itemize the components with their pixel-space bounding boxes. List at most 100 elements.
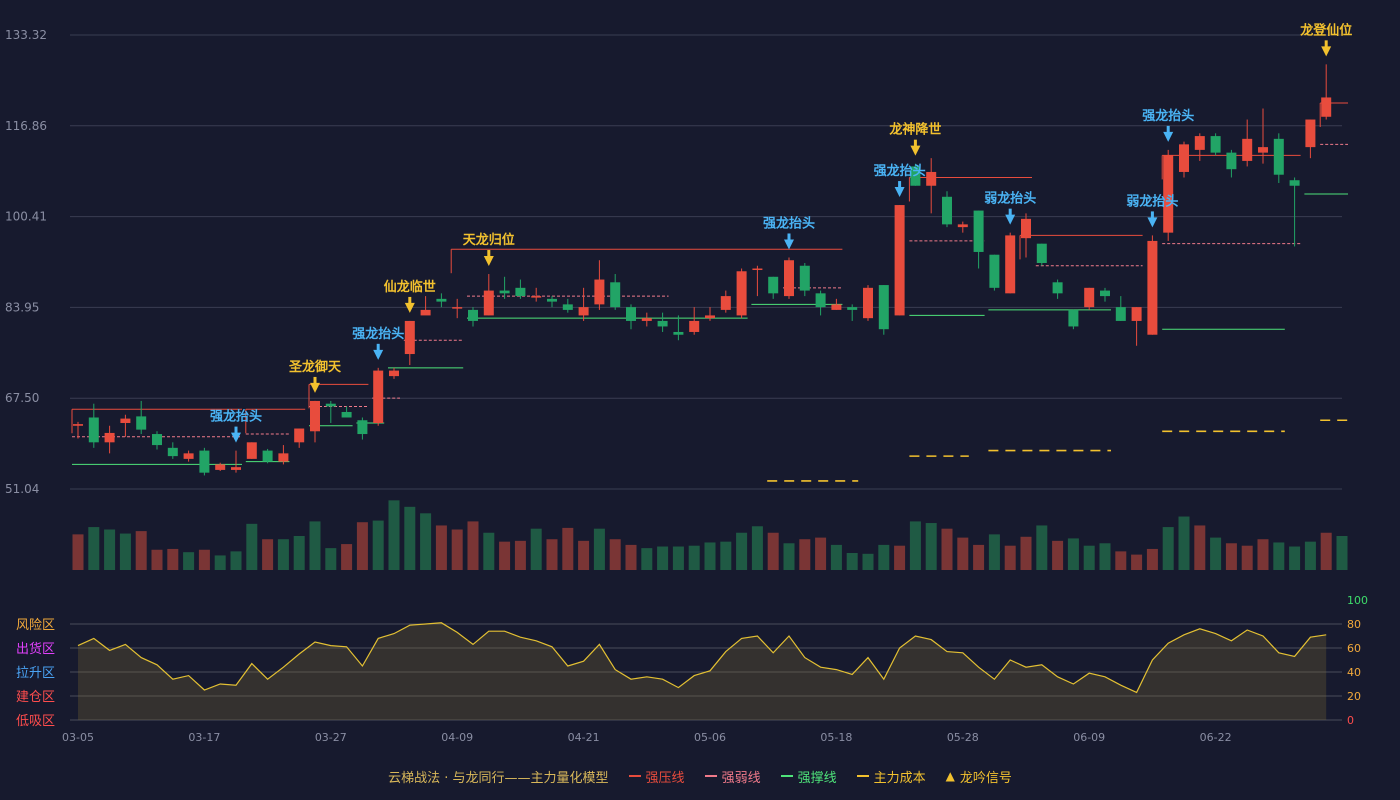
- volume-bar: [1067, 538, 1079, 570]
- volume-bar: [1210, 537, 1222, 570]
- legend-swatch-weak-pressure: [704, 775, 717, 777]
- signal-label: 弱龙抬头: [984, 191, 1036, 207]
- volume-bar: [88, 527, 100, 570]
- candle-body: [1068, 309, 1079, 327]
- volume-bar: [830, 544, 842, 570]
- price-tick-label: 51.04: [5, 482, 39, 496]
- volume-bar: [641, 548, 653, 570]
- signal-arrow-stem: [408, 296, 412, 304]
- volume-bar: [104, 529, 116, 570]
- candle-body: [1100, 290, 1110, 297]
- signal-arrow-stem: [913, 139, 917, 147]
- signal-arrow-icon: [894, 187, 905, 198]
- volume-bar: [1320, 532, 1332, 570]
- volume-bar: [1241, 545, 1253, 570]
- candle-body: [657, 320, 668, 327]
- signal-arrow-stem: [1166, 125, 1170, 133]
- indicator-zone-label: 出货区: [16, 641, 55, 657]
- volume-bar: [514, 540, 526, 570]
- volume-bar: [783, 543, 795, 570]
- signal-arrow-icon: [1321, 46, 1332, 57]
- signal-arrow-icon: [404, 302, 415, 313]
- signal-label: 强龙抬头: [352, 326, 404, 342]
- price-tick-label: 100.41: [5, 210, 47, 224]
- volume-bar: [483, 532, 495, 570]
- volume-bar: [262, 539, 274, 570]
- candle-body: [847, 307, 858, 310]
- volume-bar: [167, 548, 179, 570]
- signal-arrow-stem: [1150, 211, 1154, 219]
- candle-body: [878, 285, 889, 330]
- candle-body: [815, 293, 826, 308]
- signal-label: 龙神降世: [889, 122, 941, 138]
- price-tick-label: 116.86: [5, 119, 47, 133]
- signal-arrow-stem: [787, 233, 791, 241]
- volume-bar: [198, 549, 210, 570]
- candle-body: [926, 171, 937, 186]
- legend-item-weak-pressure[interactable]: 强弱线: [704, 767, 761, 786]
- candle-body: [1115, 307, 1126, 321]
- legend-label-strong-pressure: 强压线: [645, 770, 685, 786]
- indicator-line: [77, 622, 1327, 694]
- indicator-panel: [77, 622, 1327, 720]
- volume-bar: [720, 541, 732, 570]
- volume-bar: [609, 539, 621, 570]
- volume-bar: [1131, 554, 1143, 570]
- signal-arrow-icon: [310, 382, 320, 393]
- candle-body: [357, 420, 368, 435]
- volume-bar: [894, 545, 906, 570]
- indicator-tick-label: 100: [1347, 594, 1368, 607]
- candle-body: [1321, 97, 1332, 117]
- volume-bar: [499, 541, 511, 570]
- signal-label: 圣龙御天: [289, 359, 342, 375]
- signal-arrow-icon: [1147, 217, 1158, 228]
- signal-arrow-icon: [910, 145, 921, 156]
- candle-body: [641, 318, 652, 321]
- candle-body: [689, 320, 700, 332]
- volume-bar: [435, 525, 447, 570]
- volume-bar: [736, 532, 748, 570]
- signal-arrow-icon: [373, 349, 384, 360]
- signal-label: 强龙抬头: [1142, 108, 1194, 124]
- legend-item-strong-pressure[interactable]: 强压线: [628, 767, 685, 786]
- legend-swatch-strong-pressure: [628, 775, 641, 777]
- volume-bar: [1099, 543, 1111, 570]
- candles: [73, 64, 1332, 476]
- legend-label-strong-support: 强撑线: [797, 770, 837, 786]
- date-tick-label: 05-06: [694, 731, 726, 744]
- volume-bar: [467, 521, 479, 570]
- price-tick-label: 133.32: [5, 28, 47, 42]
- legend-item-main-cost[interactable]: 主力成本: [856, 767, 926, 786]
- candle-body: [341, 411, 352, 418]
- legend-item-strong-support[interactable]: 强撑线: [780, 767, 837, 786]
- candle-body: [531, 296, 542, 298]
- volume-bar: [246, 523, 258, 570]
- candle-body: [1305, 119, 1316, 148]
- legend-item-dragon-signal[interactable]: ▲ 龙吟信号: [946, 767, 1012, 786]
- volume-bar: [230, 551, 242, 570]
- candle-body: [310, 400, 320, 432]
- candle-body: [547, 298, 557, 302]
- candle-body: [1179, 144, 1189, 172]
- candle-body: [1289, 180, 1300, 186]
- candle-body: [215, 464, 226, 470]
- candle-body: [1036, 243, 1047, 263]
- volume-bar: [325, 548, 337, 570]
- candle-body: [183, 453, 194, 459]
- candle-body: [1210, 136, 1221, 153]
- volume-bar: [451, 529, 463, 570]
- indicator-tick-label: 20: [1347, 690, 1361, 703]
- volume-bar: [72, 534, 84, 570]
- volume-bar: [1162, 527, 1174, 570]
- indicator-area: [78, 622, 1327, 720]
- volume-bars: [72, 500, 1348, 570]
- signal-arrow-stem: [898, 181, 902, 189]
- candle-body: [152, 434, 162, 446]
- indicator-zone-label: 建仓区: [16, 690, 55, 705]
- volume-bar: [688, 545, 700, 570]
- candle-body: [910, 166, 921, 186]
- candle-body: [1242, 138, 1253, 161]
- candle-body: [294, 428, 305, 443]
- signal-arrow-icon: [1163, 131, 1174, 142]
